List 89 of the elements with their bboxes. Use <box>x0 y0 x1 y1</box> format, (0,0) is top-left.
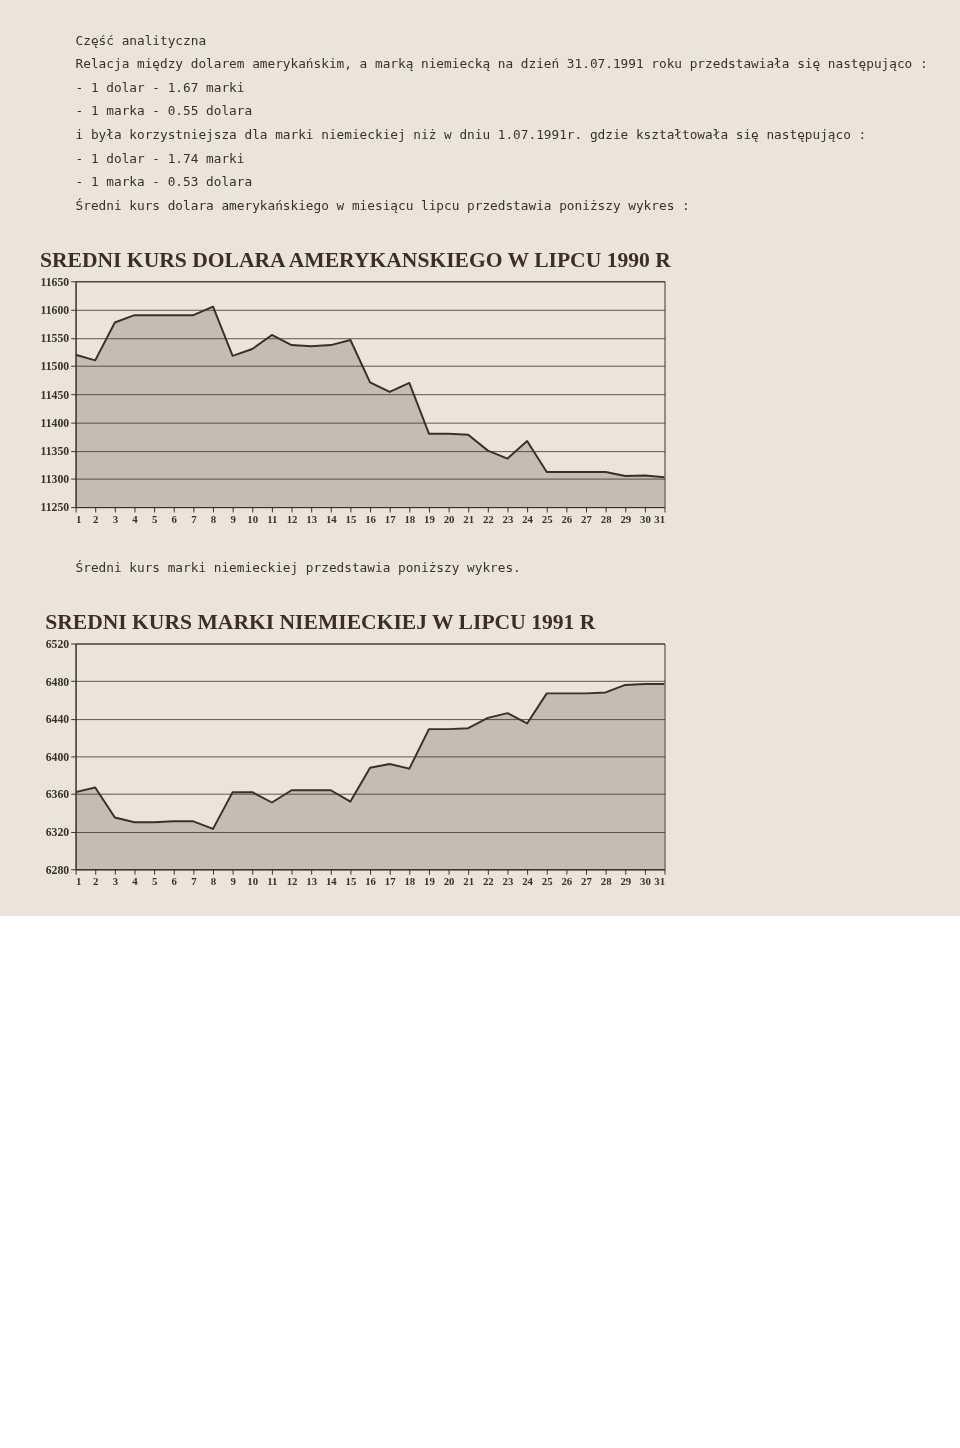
x-tick-label: 5 <box>151 513 158 526</box>
y-tick-label: 11500 <box>40 360 70 374</box>
x-tick-label: 2 <box>93 513 99 526</box>
x-tick-label: 14 <box>325 513 338 526</box>
text: Relacja między dolarem amerykańskim, a marką niemiecką na dzień 31.07.1991 roku przedstawiała się następująco : <box>75 56 928 72</box>
x-tick-label: 11 <box>267 875 278 888</box>
text: Średni kurs marki niemieckiej przedstawia poniższy wykres. <box>75 559 521 575</box>
x-tick-label: 30 <box>640 513 651 526</box>
x-tick-label: 21 <box>463 875 475 888</box>
text: - 1 dolar - 1.74 marki <box>75 150 245 166</box>
y-tick-label: 11300 <box>40 473 70 487</box>
x-tick-label: 17 <box>384 513 397 526</box>
x-tick-label: 23 <box>502 513 514 526</box>
x-tick-label: 4 <box>132 875 139 888</box>
x-tick-label: 7 <box>191 513 198 526</box>
x-tick-label: 27 <box>581 513 593 526</box>
y-tick-label: 11450 <box>40 388 70 402</box>
x-tick-label: 1 <box>76 513 82 526</box>
x-tick-label: 1 <box>76 875 82 888</box>
y-tick-label: 6520 <box>45 637 70 651</box>
x-tick-label: 28 <box>600 513 613 526</box>
x-tick-label: 3 <box>112 513 119 526</box>
y-tick-label: 11250 <box>40 501 70 515</box>
x-tick-label: 10 <box>247 875 259 888</box>
x-tick-label: 8 <box>210 513 217 526</box>
x-tick-label: 16 <box>365 875 377 888</box>
chart-title: SREDNI KURS DOLARA AMERYKANSKIEGO W LIPCU 1990 R <box>39 247 672 272</box>
x-tick-label: 26 <box>561 875 573 888</box>
x-tick-label: 17 <box>384 875 397 888</box>
y-tick-label: 11350 <box>40 445 70 459</box>
y-tick-label: 6280 <box>45 863 70 877</box>
x-tick-label: 12 <box>286 875 298 888</box>
x-tick-label: 31 <box>654 875 666 888</box>
x-tick-label: 20 <box>443 513 455 526</box>
y-tick-label: 11550 <box>40 332 70 346</box>
text: - 1 marka - 0.55 dolara <box>75 103 253 119</box>
x-tick-label: 7 <box>191 875 198 888</box>
x-tick-label: 12 <box>286 513 298 526</box>
x-tick-label: 15 <box>345 513 357 526</box>
x-tick-label: 14 <box>325 875 338 888</box>
x-tick-label: 15 <box>345 875 357 888</box>
x-tick-label: 13 <box>306 513 318 526</box>
x-tick-label: 10 <box>247 513 259 526</box>
y-tick-label: 6320 <box>45 826 70 840</box>
x-tick-label: 20 <box>443 875 455 888</box>
x-tick-label: 18 <box>404 875 416 888</box>
x-tick-label: 8 <box>210 875 217 888</box>
x-tick-label: 9 <box>230 875 236 888</box>
x-tick-label: 26 <box>561 513 573 526</box>
x-tick-label: 21 <box>463 513 475 526</box>
y-tick-label: 11600 <box>40 303 70 317</box>
y-tick-label: 6360 <box>45 788 70 802</box>
x-tick-label: 13 <box>306 875 318 888</box>
x-tick-label: 22 <box>482 875 494 888</box>
x-tick-label: 9 <box>230 513 236 526</box>
x-tick-label: 31 <box>654 513 666 526</box>
x-tick-label: 24 <box>522 875 534 888</box>
x-tick-label: 19 <box>424 513 435 526</box>
x-tick-label: 22 <box>482 513 494 526</box>
y-tick-label: 11650 <box>40 275 70 289</box>
y-tick-label: 11400 <box>40 416 70 430</box>
x-tick-label: 4 <box>132 513 139 526</box>
x-tick-label: 6 <box>171 513 178 526</box>
x-tick-label: 11 <box>267 513 278 526</box>
x-tick-label: 16 <box>365 513 377 526</box>
x-tick-label: 27 <box>581 875 593 888</box>
text: Część analityczna <box>75 32 207 48</box>
text: Średni kurs dolara amerykańskiego w miesiącu lipcu przedstawia poniższy wykres : <box>75 197 690 213</box>
y-tick-label: 6480 <box>45 675 70 689</box>
y-tick-label: 6400 <box>45 750 70 764</box>
text: - 1 dolar - 1.67 marki <box>75 79 245 95</box>
x-tick-label: 6 <box>171 875 178 888</box>
x-tick-label: 18 <box>404 513 416 526</box>
x-tick-label: 2 <box>93 875 99 888</box>
x-tick-label: 30 <box>640 875 651 888</box>
text: - 1 marka - 0.53 dolara <box>75 174 253 190</box>
y-tick-label: 6440 <box>45 713 70 727</box>
x-tick-label: 29 <box>620 513 632 526</box>
x-tick-label: 25 <box>541 513 553 526</box>
x-tick-label: 3 <box>112 875 119 888</box>
x-tick-label: 19 <box>424 875 435 888</box>
text: i była korzystniejsza dla marki niemieckiej niż w dniu 1.07.1991r. gdzie kształtowała się następująco : <box>75 126 867 142</box>
x-tick-label: 23 <box>502 875 514 888</box>
x-tick-label: 5 <box>151 875 158 888</box>
x-tick-label: 28 <box>600 875 613 888</box>
x-tick-label: 24 <box>522 513 534 526</box>
x-tick-label: 29 <box>620 875 632 888</box>
chart-title: SREDNI KURS MARKI NIEMIECKIEJ W LIPCU 1991 R <box>45 609 596 634</box>
x-tick-label: 25 <box>541 875 553 888</box>
